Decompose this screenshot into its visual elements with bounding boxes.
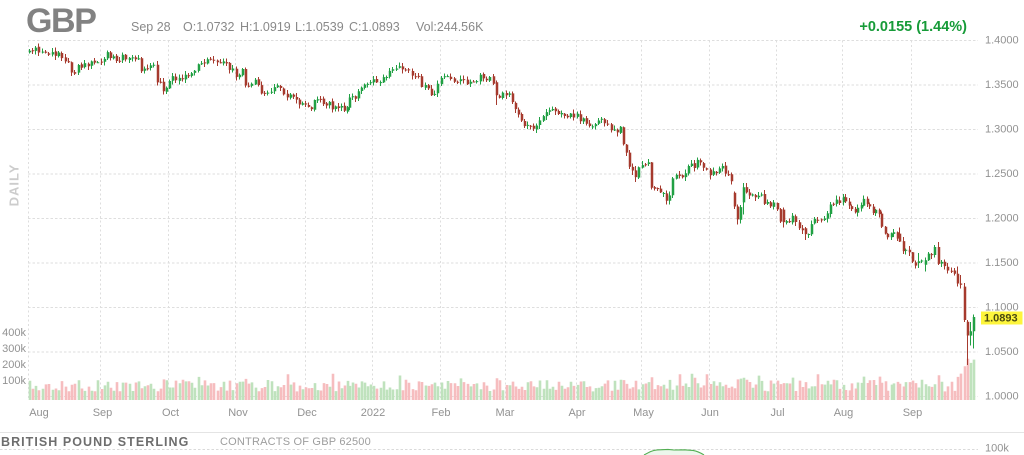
svg-text:Jun: Jun: [701, 407, 719, 419]
svg-text:200k: 200k: [2, 359, 26, 371]
svg-text:Sep: Sep: [93, 407, 113, 419]
svg-text:Oct: Oct: [162, 407, 179, 419]
svg-text:Jul: Jul: [770, 407, 784, 419]
svg-text:Mar: Mar: [496, 407, 515, 419]
svg-text:1.0000: 1.0000: [985, 391, 1019, 403]
svg-text:1.2500: 1.2500: [985, 168, 1019, 180]
svg-text:1.0893: 1.0893: [984, 313, 1018, 325]
svg-text:Aug: Aug: [29, 407, 49, 419]
svg-text:1.3500: 1.3500: [985, 79, 1019, 91]
svg-text:100k: 100k: [985, 443, 1009, 455]
svg-text:Dec: Dec: [297, 407, 317, 419]
svg-text:2022: 2022: [361, 407, 385, 419]
svg-text:400k: 400k: [2, 327, 26, 339]
svg-text:1.1000: 1.1000: [985, 302, 1019, 314]
svg-text:100k: 100k: [2, 375, 26, 387]
svg-text:1.1500: 1.1500: [985, 257, 1019, 269]
svg-text:Apr: Apr: [568, 407, 585, 419]
svg-text:1.3000: 1.3000: [985, 124, 1019, 136]
svg-text:Sep: Sep: [903, 407, 923, 419]
svg-text:Feb: Feb: [432, 407, 451, 419]
svg-text:1.2000: 1.2000: [985, 213, 1019, 225]
svg-text:DAILY: DAILY: [7, 164, 22, 207]
svg-text:1.0500: 1.0500: [985, 346, 1019, 358]
svg-text:Aug: Aug: [834, 407, 854, 419]
svg-text:300k: 300k: [2, 343, 26, 355]
svg-text:1.4000: 1.4000: [985, 35, 1019, 47]
svg-text:Nov: Nov: [228, 407, 248, 419]
svg-text:May: May: [633, 407, 654, 419]
